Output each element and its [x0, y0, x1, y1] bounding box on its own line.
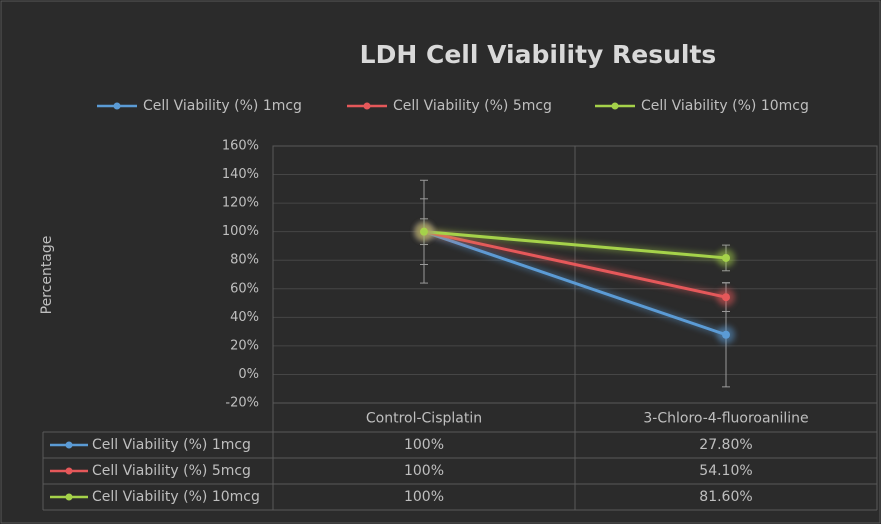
table-cell: 81.60%: [699, 489, 752, 505]
y-tick-label: 140%: [222, 167, 259, 182]
series-line: [423, 230, 727, 260]
marker: [722, 293, 730, 302]
y-tick-label: 0%: [238, 367, 259, 382]
series-line: [423, 230, 727, 299]
table-row-label: Cell Viability (%) 5mcg: [92, 463, 251, 479]
marker: [722, 253, 730, 262]
legend-marker: [113, 102, 121, 110]
table-cell: 100%: [404, 489, 444, 505]
y-tick-label: 40%: [230, 310, 259, 325]
table-row-label: Cell Viability (%) 1mcg: [92, 437, 251, 453]
table-cell: 27.80%: [699, 437, 752, 453]
table-header: 3-Chloro-4-fluoroaniline: [643, 411, 808, 427]
y-axis-label: Percentage: [39, 236, 55, 315]
y-tick-label: 20%: [230, 338, 259, 353]
table-legend-marker: [65, 467, 73, 475]
legend-label: Cell Viability (%) 5mcg: [393, 98, 552, 114]
legend-label: Cell Viability (%) 1mcg: [143, 98, 302, 114]
table-cell: 54.10%: [699, 463, 752, 479]
table-legend-marker: [65, 493, 73, 501]
table-cell: 100%: [404, 437, 444, 453]
y-tick-label: 60%: [230, 281, 259, 296]
series-line: [423, 230, 727, 337]
table-cell: 100%: [404, 463, 444, 479]
y-tick-label: 80%: [230, 253, 259, 268]
table-legend-marker: [65, 441, 73, 449]
y-tick-label: 160%: [222, 139, 259, 154]
legend-marker: [363, 102, 371, 110]
chart-title: LDH Cell Viability Results: [360, 40, 717, 69]
legend-marker: [611, 102, 619, 110]
marker: [420, 227, 428, 236]
legend-label: Cell Viability (%) 10mcg: [641, 98, 809, 114]
y-tick-label: 100%: [222, 224, 259, 239]
table-row-label: Cell Viability (%) 10mcg: [92, 489, 260, 505]
y-tick-label: -20%: [225, 396, 259, 411]
marker: [722, 330, 730, 339]
table-header: Control-Cisplatin: [366, 411, 482, 427]
y-tick-label: 120%: [222, 196, 259, 211]
